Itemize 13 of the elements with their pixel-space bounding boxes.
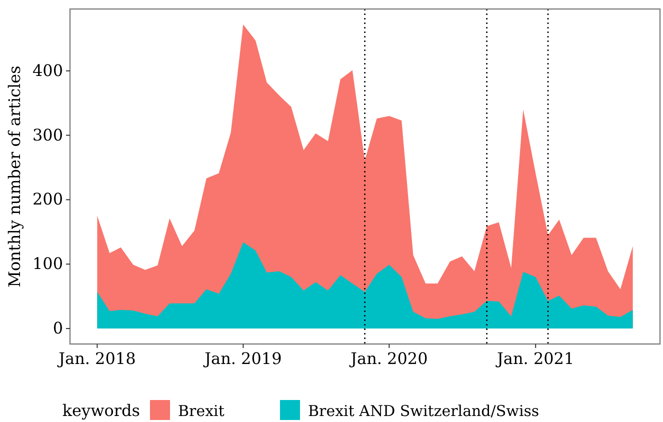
x-tick-label: Jan. 2019: [202, 349, 282, 368]
legend-title: keywords: [62, 401, 140, 420]
y-tick-label: 0: [52, 318, 63, 338]
y-tick-label: 400: [32, 60, 63, 80]
x-tick-label: Jan. 2020: [348, 349, 428, 368]
y-tick-label: 100: [32, 254, 63, 274]
x-tick-label: Jan. 2018: [56, 349, 136, 368]
y-tick-label: 200: [32, 190, 63, 209]
x-tick-label: Jan. 2021: [495, 349, 574, 368]
legend-label: Brexit AND Switzerland/Swiss: [308, 402, 540, 420]
y-axis-title: Monthly number of articles: [5, 66, 24, 288]
legend-label: Brexit: [178, 402, 224, 420]
y-tick-label: 300: [32, 125, 63, 144]
